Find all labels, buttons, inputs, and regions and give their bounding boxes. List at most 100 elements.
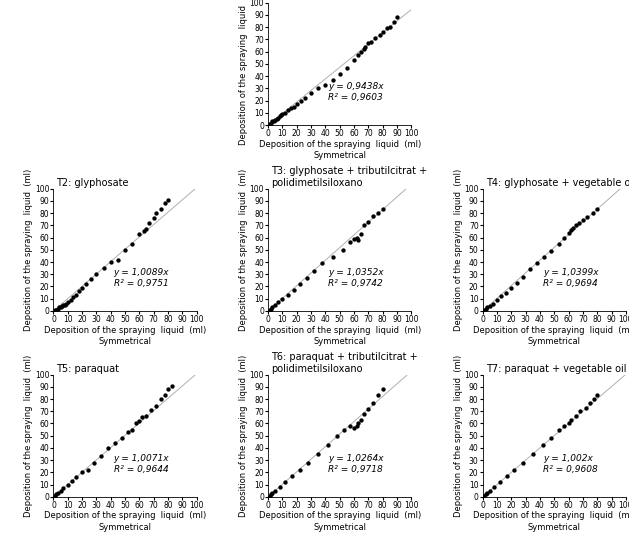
- Point: [117, 434, 127, 442]
- Point: [320, 80, 330, 89]
- Point: [495, 478, 505, 486]
- Point: [138, 227, 148, 236]
- Point: [99, 264, 109, 272]
- Point: [377, 28, 387, 37]
- Point: [58, 300, 69, 309]
- Point: [359, 410, 369, 418]
- Point: [501, 288, 511, 297]
- Point: [67, 477, 77, 485]
- Point: [367, 211, 377, 220]
- Point: [492, 295, 502, 304]
- Y-axis label: Deposition of the spraying  liquid  (ml): Deposition of the spraying liquid (ml): [25, 169, 33, 331]
- Point: [349, 424, 359, 433]
- Point: [269, 117, 279, 126]
- Point: [353, 236, 364, 245]
- Point: [487, 299, 498, 308]
- Point: [479, 305, 489, 314]
- Point: [518, 272, 528, 281]
- Point: [373, 391, 383, 400]
- Point: [152, 209, 162, 217]
- Point: [567, 226, 577, 235]
- Point: [50, 491, 60, 500]
- Text: T6: paraquat + tributilcitrat +
polidimetilsiloxano: T6: paraquat + tributilcitrat + polidime…: [271, 352, 418, 374]
- Point: [539, 253, 549, 262]
- Point: [585, 399, 595, 407]
- Point: [50, 305, 60, 314]
- Point: [349, 234, 359, 243]
- Point: [302, 274, 312, 282]
- X-axis label: Deposition of the spraying  liquid  (ml)
Symmetrical: Deposition of the spraying liquid (ml) S…: [44, 512, 206, 532]
- Point: [265, 305, 275, 314]
- Point: [274, 483, 284, 491]
- Text: T7: paraquat + vegetable oil: T7: paraquat + vegetable oil: [486, 364, 626, 374]
- Point: [131, 419, 142, 428]
- Point: [142, 412, 152, 420]
- Point: [593, 391, 603, 400]
- Text: T1: water: T1: water: [271, 0, 317, 2]
- Point: [489, 483, 499, 491]
- Point: [57, 302, 67, 311]
- Point: [137, 413, 147, 422]
- Point: [345, 422, 355, 430]
- Point: [287, 472, 298, 480]
- Point: [83, 466, 93, 474]
- Point: [578, 216, 588, 225]
- Point: [356, 416, 366, 424]
- Point: [335, 69, 345, 78]
- Point: [71, 290, 81, 299]
- Point: [339, 425, 349, 434]
- Point: [156, 395, 166, 403]
- Point: [385, 23, 395, 32]
- Y-axis label: Deposition of the spraying  liquid  (ml): Deposition of the spraying liquid (ml): [25, 354, 33, 517]
- Point: [547, 434, 557, 442]
- Point: [55, 303, 65, 312]
- Text: y = 1,0264x
R² = 0,9718: y = 1,0264x R² = 0,9718: [328, 454, 384, 474]
- Text: y = 1,0089x
R² = 0,9751: y = 1,0089x R² = 0,9751: [114, 268, 169, 288]
- Point: [303, 458, 313, 467]
- Point: [581, 403, 591, 412]
- Point: [265, 120, 275, 128]
- Point: [367, 399, 377, 407]
- Y-axis label: Deposition of the spraying  liquid  (ml): Deposition of the spraying liquid (ml): [239, 354, 248, 517]
- Point: [360, 43, 370, 51]
- Point: [377, 385, 387, 394]
- Point: [373, 209, 383, 217]
- Point: [55, 486, 65, 495]
- Point: [323, 441, 333, 450]
- Point: [146, 406, 156, 414]
- Point: [364, 39, 374, 48]
- Point: [366, 38, 376, 46]
- Text: y = 1,0071x
R² = 0,9644: y = 1,0071x R² = 0,9644: [114, 454, 169, 474]
- Point: [160, 199, 170, 207]
- Text: T3: glyphosate + tributilcitrat +
polidimetilsiloxano: T3: glyphosate + tributilcitrat + polidi…: [271, 167, 427, 188]
- Point: [496, 292, 506, 301]
- Point: [345, 238, 355, 247]
- Point: [589, 395, 599, 403]
- Y-axis label: Deposition of the spraying  liquid  (ml): Deposition of the spraying liquid (ml): [454, 169, 463, 331]
- Point: [370, 34, 381, 43]
- Point: [364, 405, 374, 413]
- Point: [289, 286, 299, 294]
- Point: [392, 13, 402, 22]
- X-axis label: Deposition of the spraying  liquid  (ml)
Symmetrical: Deposition of the spraying liquid (ml) S…: [259, 140, 421, 161]
- Point: [512, 278, 522, 287]
- Point: [71, 473, 81, 482]
- Point: [63, 298, 73, 307]
- Point: [266, 118, 276, 127]
- Point: [52, 305, 62, 314]
- Point: [377, 205, 387, 214]
- Point: [356, 48, 366, 56]
- Point: [52, 490, 62, 499]
- Point: [300, 94, 310, 103]
- Point: [481, 304, 491, 313]
- Point: [163, 385, 173, 394]
- X-axis label: Deposition of the spraying  liquid  (ml)
Symmetrical: Deposition of the spraying liquid (ml) S…: [259, 325, 421, 346]
- Text: y = 0,9438x
R² = 0,9603: y = 0,9438x R² = 0,9603: [328, 82, 384, 102]
- Point: [77, 468, 87, 477]
- Point: [53, 304, 63, 313]
- Point: [267, 117, 277, 126]
- Point: [74, 287, 84, 296]
- Point: [135, 417, 145, 425]
- Text: y = 1,0399x
R² = 0,9694: y = 1,0399x R² = 0,9694: [543, 268, 598, 288]
- Point: [485, 486, 495, 495]
